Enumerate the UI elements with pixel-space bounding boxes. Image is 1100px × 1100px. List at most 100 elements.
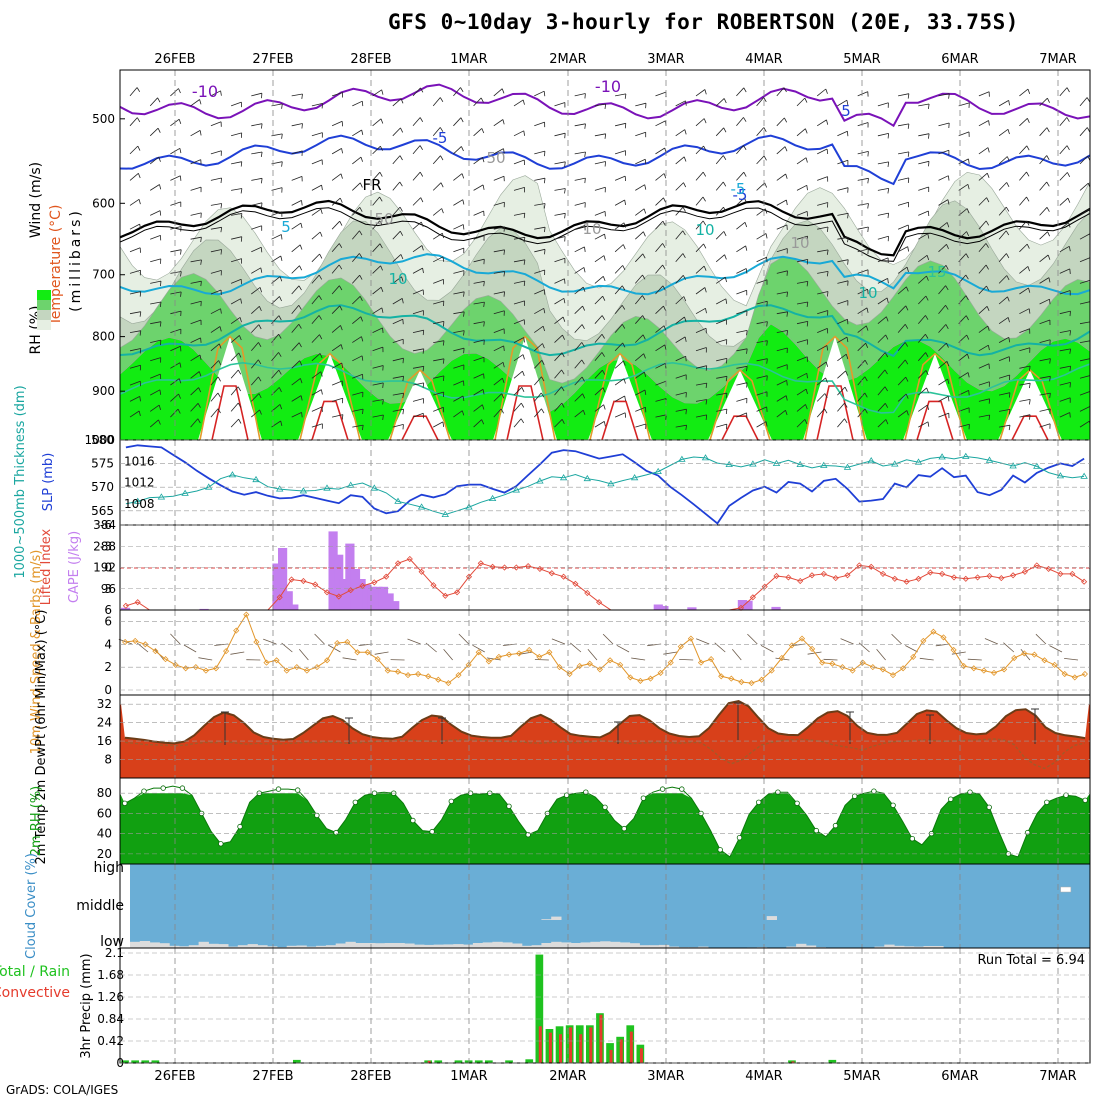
wind-barb-feather bbox=[724, 277, 727, 283]
wind-barb bbox=[149, 97, 158, 107]
wind-tick: 2 bbox=[104, 660, 112, 674]
wind-barb bbox=[918, 186, 929, 191]
wind-barb bbox=[1059, 365, 1071, 369]
wind-barb bbox=[1059, 87, 1068, 97]
wind-barb bbox=[918, 295, 927, 305]
wind-barb-feather bbox=[1066, 145, 1070, 151]
temp-label: 2m Temp 2m DewPt (6hr Min/Max) (°C) bbox=[34, 610, 49, 865]
wind-barb-feather bbox=[197, 418, 201, 424]
precip-bar bbox=[589, 1027, 593, 1063]
wind-barb-feather bbox=[907, 177, 910, 183]
precip-bar bbox=[454, 1060, 463, 1063]
wind-barb bbox=[675, 182, 684, 191]
wind-barb-feather bbox=[178, 378, 182, 384]
wind-barb bbox=[331, 380, 343, 386]
wind-barb bbox=[796, 321, 808, 325]
wind-barb-feather bbox=[401, 276, 404, 282]
wind-barb bbox=[311, 208, 322, 216]
wind-barb bbox=[392, 424, 404, 428]
wind-barb bbox=[837, 370, 846, 379]
wind-barb bbox=[938, 93, 950, 97]
series-marker bbox=[133, 497, 142, 504]
wind-barb-feather bbox=[743, 145, 747, 151]
wind-barb-feather bbox=[826, 119, 829, 125]
wind-barb bbox=[372, 118, 382, 127]
wind-barb bbox=[210, 177, 222, 181]
wind-barb bbox=[331, 305, 341, 314]
wind-barb-feather bbox=[603, 255, 606, 261]
wind-barb-feather bbox=[844, 402, 848, 408]
wind-barb bbox=[938, 122, 950, 127]
wind-barb bbox=[817, 271, 829, 274]
wind-barb-feather bbox=[644, 159, 647, 165]
wind-barb bbox=[898, 177, 909, 181]
wind-speed-marker bbox=[546, 649, 553, 656]
wind-barb-feather bbox=[341, 362, 343, 368]
cape-label: CAPE (J/kg) bbox=[67, 531, 82, 603]
wind-barb bbox=[473, 301, 485, 305]
cape-bar bbox=[334, 554, 344, 610]
wind-barb-feather bbox=[359, 182, 363, 188]
wind-barb bbox=[412, 221, 422, 230]
wind-barb bbox=[331, 344, 342, 352]
temp-contour-20 bbox=[804, 335, 866, 440]
wind-barb-feather bbox=[663, 173, 667, 179]
wind-barb bbox=[433, 279, 444, 284]
wind-barb-feather bbox=[523, 237, 526, 243]
wind-speed-marker bbox=[1081, 670, 1088, 678]
cape-bar bbox=[362, 584, 372, 610]
wind-barb-feather bbox=[400, 127, 404, 133]
wind-barb-feather bbox=[705, 399, 708, 405]
wind-barb bbox=[432, 97, 441, 107]
series-marker bbox=[417, 503, 426, 510]
cloud-cell bbox=[208, 943, 219, 948]
li-marker bbox=[572, 580, 579, 587]
li-marker bbox=[808, 572, 816, 579]
wind-barb-feather bbox=[786, 380, 788, 386]
wind-barb-feather bbox=[584, 246, 586, 252]
wind-barb bbox=[331, 120, 343, 127]
precip-bar bbox=[579, 1034, 583, 1063]
series-marker bbox=[346, 481, 355, 488]
li-marker bbox=[335, 593, 342, 600]
wind-barb-feather bbox=[1006, 253, 1010, 259]
wind-speed-marker bbox=[142, 641, 149, 648]
rh-marks bbox=[120, 778, 1090, 864]
wind-barb bbox=[1039, 207, 1048, 216]
wind-barb-feather bbox=[1047, 98, 1050, 103]
wind-barb bbox=[675, 336, 686, 343]
wind-barb-feather bbox=[198, 387, 202, 393]
rh-marker bbox=[679, 786, 685, 792]
warm-spike bbox=[998, 370, 1062, 440]
axes-and-labels: 26FEB26FEB27FEB27FEB28FEB28FEB1MAR1MAR2M… bbox=[0, 52, 1091, 1084]
cloud-cell bbox=[884, 944, 895, 948]
wind-barb bbox=[1019, 382, 1031, 386]
wind-barb bbox=[251, 267, 262, 274]
wind-barb-feather bbox=[442, 340, 445, 346]
wind-barb bbox=[311, 371, 322, 379]
run-total-label: Run Total = 6.94 bbox=[977, 953, 1085, 968]
wind-barb-feather bbox=[1007, 129, 1010, 135]
wind-barb-feather bbox=[827, 226, 829, 232]
wind-barb bbox=[594, 255, 605, 263]
wind-barb bbox=[615, 93, 626, 97]
wind-barb-feather bbox=[561, 369, 565, 375]
wind-barb bbox=[493, 310, 505, 315]
wind-barb-feather bbox=[318, 315, 322, 320]
wind-barb bbox=[715, 127, 724, 137]
wind-barb-feather bbox=[379, 220, 383, 226]
cloud-cell bbox=[521, 945, 533, 948]
wind-barb-feather bbox=[359, 253, 363, 258]
wind-barb bbox=[412, 329, 424, 333]
wind-barb bbox=[372, 265, 381, 274]
wind-barb-feather bbox=[339, 197, 343, 203]
pressure-tick: 500 bbox=[92, 112, 115, 126]
wind-speed-marker bbox=[283, 667, 290, 674]
precip-bar bbox=[828, 1059, 837, 1063]
wind-barb-feather bbox=[705, 383, 708, 389]
wind-barb bbox=[513, 159, 525, 165]
wind-barb-feather bbox=[746, 366, 748, 372]
series-marker bbox=[843, 463, 852, 470]
wind-barb bbox=[250, 342, 259, 352]
wind-barb bbox=[635, 253, 644, 263]
